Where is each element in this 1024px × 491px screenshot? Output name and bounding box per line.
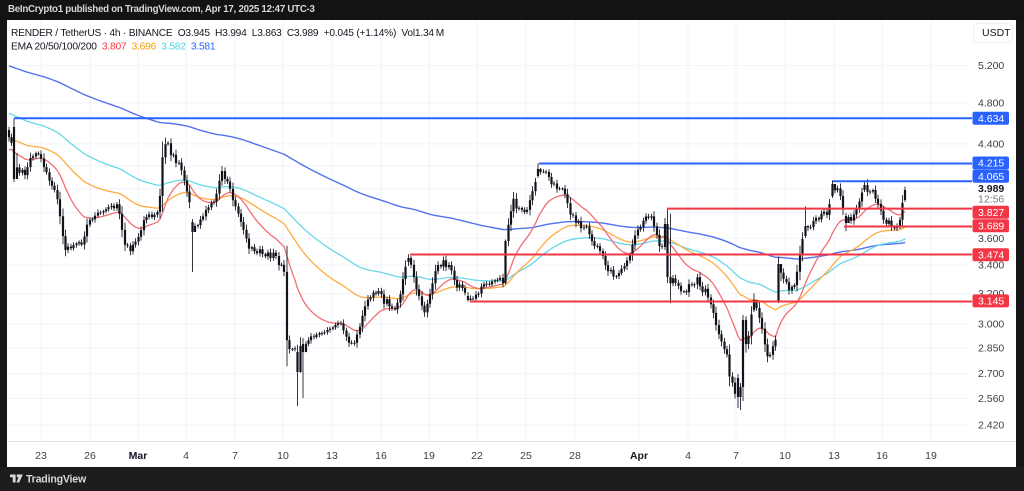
svg-text:Apr: Apr xyxy=(630,450,648,462)
svg-text:19: 19 xyxy=(925,450,937,462)
svg-text:12:56: 12:56 xyxy=(978,193,1004,205)
svg-text:3.400: 3.400 xyxy=(978,260,1004,272)
svg-text:7: 7 xyxy=(232,450,238,462)
svg-text:4: 4 xyxy=(183,450,189,462)
svg-text:TradingView: TradingView xyxy=(26,474,87,486)
svg-text:2.560: 2.560 xyxy=(978,393,1004,405)
svg-text:4.634: 4.634 xyxy=(978,113,1004,125)
svg-text:4.065: 4.065 xyxy=(978,171,1004,183)
svg-text:3.145: 3.145 xyxy=(978,296,1004,308)
svg-text:2.850: 2.850 xyxy=(978,343,1004,355)
svg-text:16: 16 xyxy=(876,450,888,462)
svg-text:Mar: Mar xyxy=(129,450,148,462)
svg-text:3.989: 3.989 xyxy=(978,183,1004,195)
svg-text:4.400: 4.400 xyxy=(978,139,1004,151)
svg-text:4: 4 xyxy=(685,450,691,462)
svg-text:3.474: 3.474 xyxy=(978,249,1004,261)
svg-text:2.700: 2.700 xyxy=(978,368,1004,380)
svg-text:10: 10 xyxy=(779,450,791,462)
svg-text:25: 25 xyxy=(520,450,532,462)
svg-text:13: 13 xyxy=(828,450,840,462)
svg-text:7: 7 xyxy=(733,450,739,462)
svg-text:13: 13 xyxy=(326,450,338,462)
svg-text:USDT: USDT xyxy=(982,27,1011,39)
svg-text:5.200: 5.200 xyxy=(978,60,1004,72)
svg-text:26: 26 xyxy=(84,450,96,462)
svg-text:4.800: 4.800 xyxy=(978,98,1004,110)
svg-text:3.000: 3.000 xyxy=(978,319,1004,331)
svg-text:28: 28 xyxy=(569,450,581,462)
svg-text:10: 10 xyxy=(277,450,289,462)
svg-text:3.600: 3.600 xyxy=(978,233,1004,245)
svg-text:3.827: 3.827 xyxy=(978,207,1004,219)
svg-text:3.689: 3.689 xyxy=(978,220,1004,232)
svg-text:19: 19 xyxy=(423,450,435,462)
svg-text:2.420: 2.420 xyxy=(978,420,1004,432)
svg-text:EMA 20/50/100/200 3.807 3.69: EMA 20/50/100/200 3.807 3.696 3.582 3.58… xyxy=(11,42,216,53)
svg-text:4.215: 4.215 xyxy=(978,158,1004,170)
svg-text:23: 23 xyxy=(35,450,47,462)
svg-text:RENDER / TetherUS · 4h · BINAN: RENDER / TetherUS · 4h · BINANCE O3.945 … xyxy=(11,28,444,39)
svg-text:22: 22 xyxy=(471,450,483,462)
svg-text:16: 16 xyxy=(375,450,387,462)
